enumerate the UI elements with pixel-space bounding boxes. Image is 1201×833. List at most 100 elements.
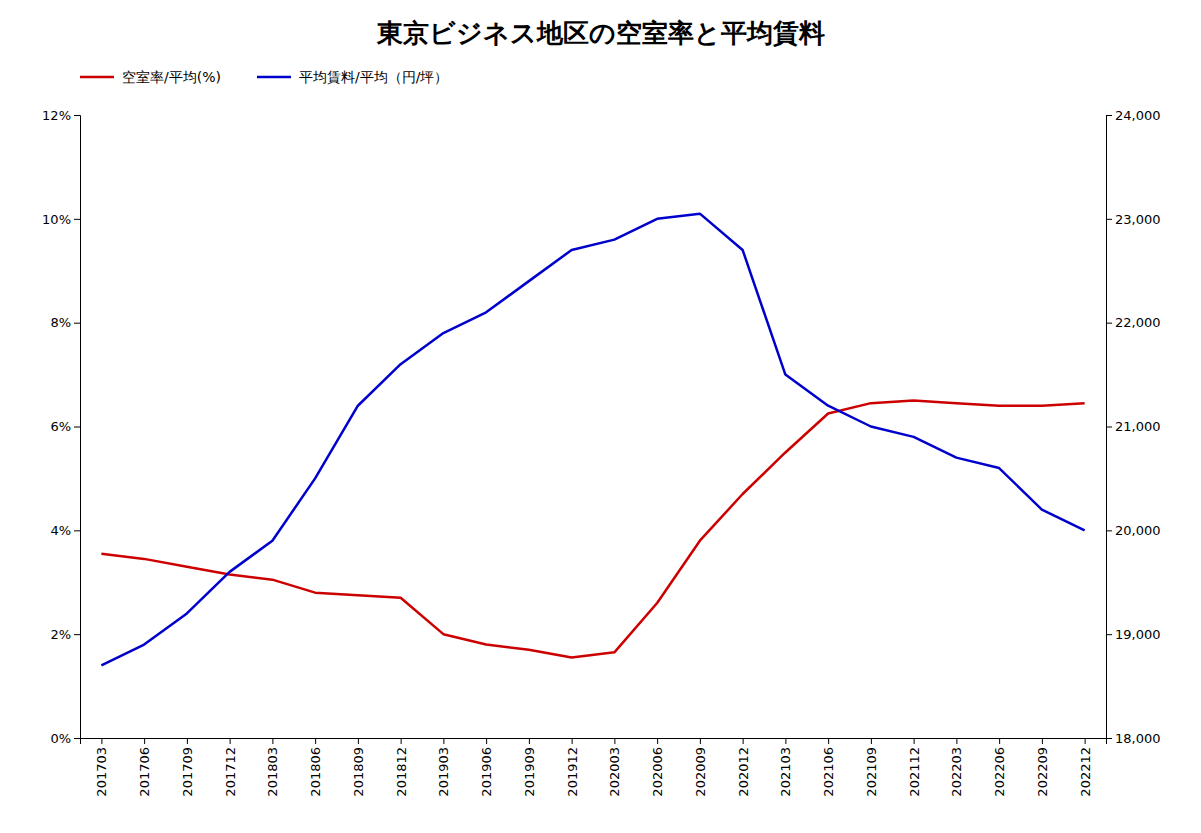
- tick: 201809: [351, 738, 366, 797]
- tick-mark: [956, 738, 957, 744]
- tick: 24,000: [1106, 108, 1161, 123]
- tick-mark: [74, 115, 80, 116]
- tick-mark: [572, 738, 573, 744]
- tick-label: 201909: [522, 747, 537, 797]
- axis-line: [74, 116, 81, 739]
- tick-label: 201803: [265, 747, 280, 797]
- plot: 2017032017062017092017122018032018062018…: [42, 108, 1160, 797]
- axis-line: [1107, 116, 1113, 739]
- tick-label: 8%: [50, 315, 71, 330]
- tick: 23,000: [1106, 211, 1161, 226]
- legend-item: 空室率/平均(%): [80, 69, 221, 85]
- tick-mark: [74, 634, 80, 635]
- tick-label: 201706: [137, 747, 152, 797]
- tick-label: 21,000: [1115, 419, 1161, 434]
- tick-mark: [914, 738, 915, 744]
- tick-label: 202203: [949, 747, 964, 797]
- tick-label: 24,000: [1115, 108, 1161, 123]
- tick: 202103: [778, 738, 793, 797]
- tick: 6%: [50, 419, 80, 434]
- tick: 202203: [949, 738, 964, 797]
- tick: 201906: [479, 738, 494, 797]
- legend-item: 平均賃料/平均（円/坪）: [257, 69, 448, 85]
- tick-mark: [74, 323, 80, 324]
- tick-mark: [315, 738, 316, 744]
- x-axis: 2017032017062017092017122018032018062018…: [81, 738, 1107, 797]
- title: 東京ビジネス地区の空室率と平均賃料: [376, 18, 825, 48]
- tick-mark: [529, 738, 530, 744]
- tick-mark: [657, 738, 658, 744]
- tick-mark: [187, 738, 188, 744]
- tick-label: 201906: [479, 747, 494, 797]
- tick-mark: [1106, 115, 1112, 116]
- tick-label: 201806: [308, 747, 323, 797]
- tick: 202106: [821, 738, 836, 797]
- tick-label: 0%: [50, 731, 71, 746]
- axis-line: [81, 739, 1107, 745]
- tick-mark: [1106, 530, 1112, 531]
- tick: 21,000: [1106, 419, 1161, 434]
- tick: 202212: [1078, 738, 1093, 797]
- tick-mark: [144, 738, 145, 744]
- tick-mark: [401, 738, 402, 744]
- tick: 8%: [50, 315, 80, 330]
- tick-label: 201712: [223, 747, 238, 797]
- tick: 202112: [907, 738, 922, 797]
- tick-label: 23,000: [1115, 211, 1161, 226]
- tick: 2%: [50, 627, 80, 642]
- tick: 202006: [650, 738, 665, 797]
- tick: 18,000: [1106, 731, 1161, 746]
- tick: 202209: [1035, 738, 1050, 797]
- tick-mark: [443, 738, 444, 744]
- tick: 201903: [436, 738, 451, 797]
- tick-mark: [230, 738, 231, 744]
- tick-mark: [272, 738, 273, 744]
- tick-label: 201912: [565, 747, 580, 797]
- tick-mark: [700, 738, 701, 744]
- tick: 4%: [50, 523, 80, 538]
- tick-mark: [74, 219, 80, 220]
- tick: 201709: [180, 738, 195, 797]
- tick-label: 202012: [736, 747, 751, 797]
- tick-mark: [74, 738, 80, 739]
- tick-label: 10%: [42, 211, 71, 226]
- tick-mark: [358, 738, 359, 744]
- tick-mark: [1106, 634, 1112, 635]
- tick-label: 201903: [436, 747, 451, 797]
- chart: 東京ビジネス地区の空室率と平均賃料20170320170620170920171…: [0, 0, 1201, 833]
- tick-label: 2%: [50, 627, 71, 642]
- tick-mark: [1106, 738, 1112, 739]
- legend: 空室率/平均(%) 平均賃料/平均（円/坪）: [80, 69, 448, 85]
- tick-mark: [999, 738, 1000, 744]
- tick: 202206: [992, 738, 1007, 797]
- tick-mark: [871, 738, 872, 744]
- legend-label: 平均賃料/平均（円/坪）: [299, 69, 448, 85]
- tick-label: 201709: [180, 747, 195, 797]
- tick: 12%: [42, 108, 80, 123]
- tick-label: 202206: [992, 747, 1007, 797]
- y2-axis: 18,000 19,000 20,000 21,000 22,000 23,000 24,0…: [1106, 108, 1161, 746]
- line: [101, 401, 1084, 658]
- tick-label: 18,000: [1115, 731, 1161, 746]
- tick: 20,000: [1106, 523, 1161, 538]
- tick-label: 22,000: [1115, 315, 1161, 330]
- tick-label: 202209: [1035, 747, 1050, 797]
- series-group: [101, 214, 1084, 666]
- tick-label: 12%: [42, 108, 71, 123]
- legend-swatch: [80, 76, 114, 79]
- tick-mark: [101, 738, 102, 744]
- tick-label: 202003: [607, 747, 622, 797]
- tick-mark: [1106, 427, 1112, 428]
- tick: 19,000: [1106, 627, 1161, 642]
- tick-mark: [1106, 219, 1112, 220]
- tick-label: 20,000: [1115, 523, 1161, 538]
- tick-label: 201809: [351, 747, 366, 797]
- legend-label: 空室率/平均(%): [122, 69, 221, 85]
- tick-label: 202106: [821, 747, 836, 797]
- tick: 0%: [50, 731, 80, 746]
- tick-label: 201812: [394, 747, 409, 797]
- tick-label: 6%: [50, 419, 71, 434]
- tick-mark: [486, 738, 487, 744]
- tick-label: 202212: [1078, 747, 1093, 797]
- y-axis: 0% 2% 4% 6% 8% 10% 12%: [42, 108, 80, 746]
